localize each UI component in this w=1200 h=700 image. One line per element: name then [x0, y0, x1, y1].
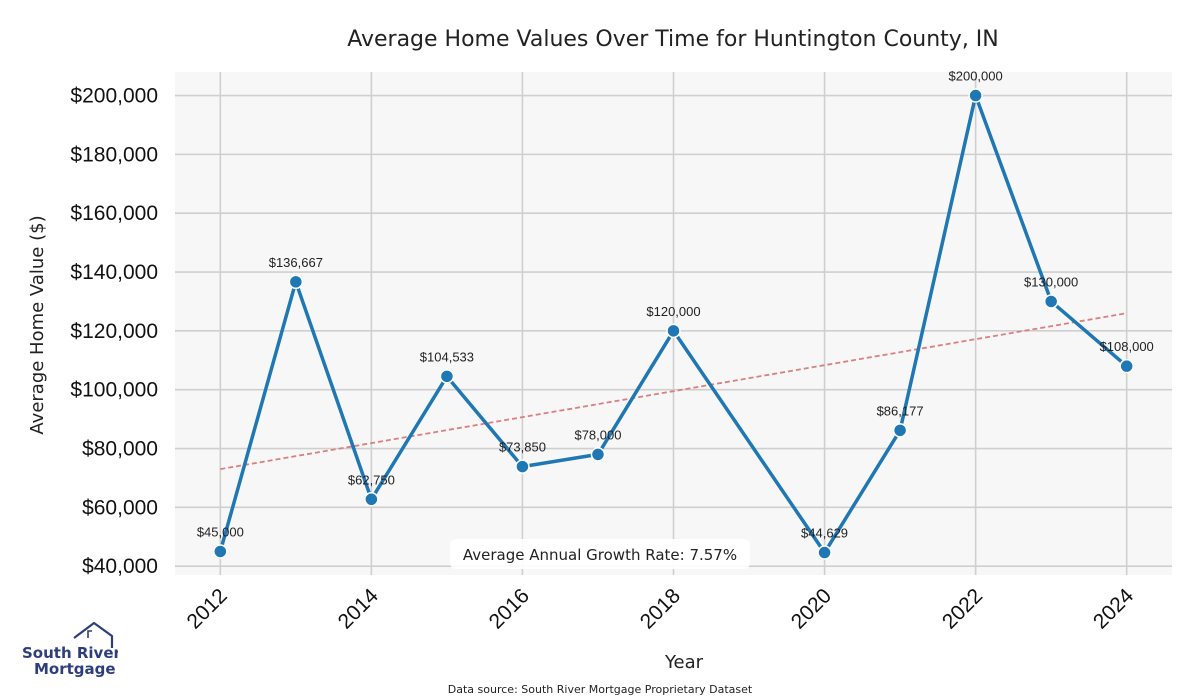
x-tick-label: 2014 — [334, 584, 384, 634]
data-label: $78,000 — [574, 427, 621, 442]
data-point — [666, 323, 681, 339]
x-tick-label: 2024 — [1089, 584, 1139, 634]
data-label: $45,000 — [197, 524, 244, 539]
x-tick-label: 2016 — [485, 584, 534, 633]
data-points — [213, 88, 1134, 560]
data-label: $73,850 — [499, 440, 546, 455]
data-labels: $45,000 $136,667 $62,750 $104,533 $73,850 $78… — [197, 69, 1154, 541]
data-point — [213, 544, 228, 559]
data-label: $62,750 — [348, 472, 395, 487]
x-axis-title: Year — [664, 652, 704, 673]
data-source-note: Data source: South River Mortgage Propri… — [448, 683, 753, 696]
data-label: $130,000 — [1024, 274, 1078, 289]
data-point — [1043, 294, 1059, 309]
y-axis-title: Average Home Value ($) — [27, 215, 48, 434]
x-tick-label: 2020 — [787, 584, 836, 633]
data-point — [364, 492, 379, 507]
y-tick-label: $60,000 — [82, 496, 158, 519]
y-tick-label: $140,000 — [70, 261, 158, 284]
data-label: $44,629 — [801, 526, 848, 541]
y-tick-label: $160,000 — [70, 202, 158, 225]
x-tick-label: 2018 — [636, 584, 685, 633]
x-tick-label: 2022 — [938, 584, 987, 633]
data-point — [515, 459, 530, 474]
y-axis-ticks: $40,000 $60,000 $80,000 $100,000 $120,000 $14… — [70, 85, 158, 579]
x-tick-label: 2012 — [183, 584, 232, 633]
chart-title: Average Home Values Over Time for Huntin… — [347, 27, 999, 52]
data-point — [817, 545, 832, 560]
company-logo: South River Mortgage — [22, 621, 118, 678]
trend-line — [220, 312, 1127, 470]
data-label: $108,000 — [1100, 339, 1154, 354]
data-point — [1119, 358, 1134, 374]
logo-line-1: South River — [22, 644, 118, 662]
logo-line-2: Mortgage — [34, 660, 116, 678]
y-tick-label: $120,000 — [70, 320, 158, 343]
y-tick-label: $100,000 — [70, 379, 158, 402]
data-label: $86,177 — [877, 403, 924, 418]
house-roof-icon — [73, 621, 114, 648]
growth-rate-annotation: Average Annual Growth Rate: 7.57% — [450, 539, 750, 569]
y-tick-label: $80,000 — [82, 438, 158, 461]
data-label: $120,000 — [646, 304, 700, 319]
data-label: $200,000 — [949, 69, 1003, 84]
growth-rate-text: Average Annual Growth Rate: 7.57% — [463, 546, 737, 564]
y-tick-label: $200,000 — [70, 85, 158, 108]
series-line — [218, 93, 1128, 555]
data-point — [968, 88, 983, 103]
data-point — [590, 447, 606, 462]
y-tick-label: $40,000 — [82, 555, 158, 578]
data-point — [892, 423, 908, 438]
data-point — [288, 274, 304, 290]
x-axis-ticks: 2012 2014 2016 2018 2020 2022 2024 — [183, 584, 1139, 634]
y-tick-label: $180,000 — [70, 143, 158, 166]
data-label: $104,533 — [420, 349, 474, 364]
data-point — [439, 369, 455, 384]
data-label: $136,667 — [269, 255, 323, 270]
